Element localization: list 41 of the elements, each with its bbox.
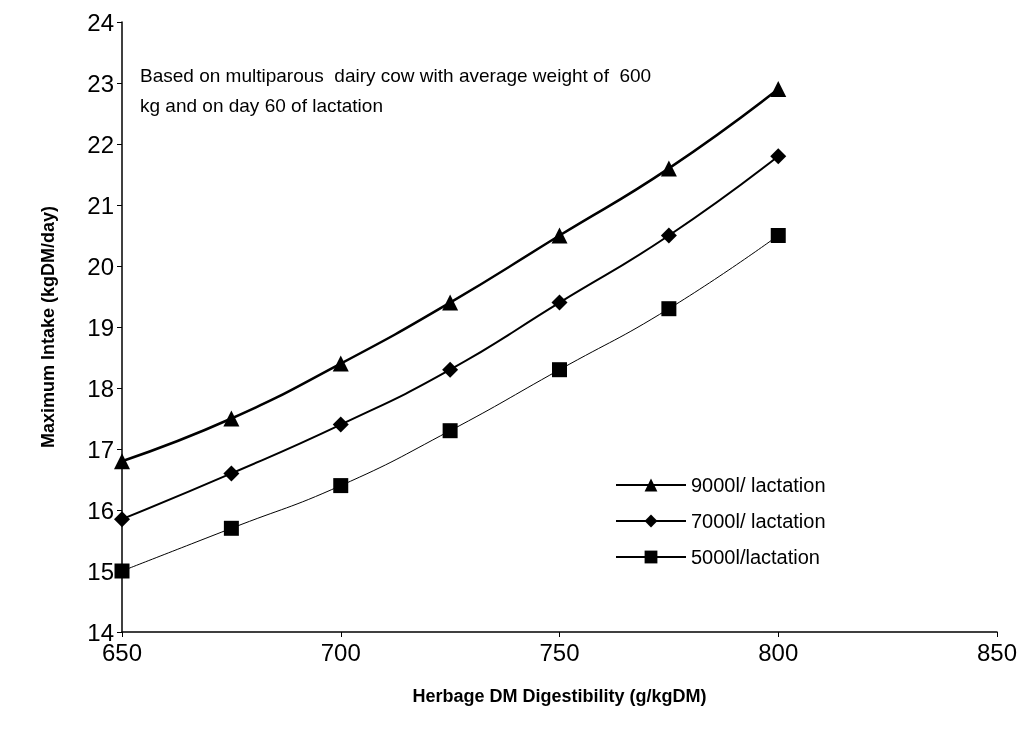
annotation: Based on multiparous dairy cow with average weight of 600 kg and on day 60 of lactation — [140, 64, 652, 116]
x-axis-title: Herbage DM Digestibility (g/kgDM) — [412, 686, 707, 706]
point — [332, 416, 349, 433]
x-tick-label: 750 — [539, 638, 580, 666]
y-tick-label: 18 — [87, 374, 114, 402]
point — [660, 227, 677, 244]
point — [223, 520, 239, 536]
y-tick-label: 15 — [87, 557, 114, 585]
point — [223, 465, 240, 482]
y-tick-label: 19 — [87, 313, 114, 341]
legend-label: 5000l/lactation — [691, 546, 820, 568]
point — [223, 410, 240, 427]
x-tick-label: 850 — [976, 638, 1018, 666]
point — [442, 423, 458, 439]
y-tick-label: 16 — [87, 496, 114, 524]
point — [332, 355, 349, 372]
point — [442, 294, 459, 311]
point — [114, 511, 130, 528]
y-tick-label: 22 — [87, 130, 114, 158]
point — [770, 228, 786, 243]
legend-label: 9000l/ lactation — [691, 474, 826, 496]
y-axis-title: Maximum Intake (kgDM/day) — [38, 205, 58, 449]
y-tick-label: 21 — [87, 191, 114, 219]
point — [114, 563, 130, 579]
x-tick-label: 700 — [320, 638, 361, 666]
legend-label: 7000l/ lactation — [691, 510, 826, 532]
y-tick-label: 23 — [87, 69, 114, 97]
point — [333, 478, 349, 494]
point — [770, 148, 787, 165]
point — [442, 361, 459, 378]
x-tick-label: 800 — [758, 638, 799, 666]
point — [551, 294, 568, 311]
point — [770, 81, 787, 98]
point — [661, 301, 677, 317]
y-tick-label: 24 — [87, 8, 114, 36]
y-tick-label: 20 — [87, 252, 114, 280]
point — [660, 160, 677, 177]
point — [551, 227, 568, 244]
point — [552, 362, 567, 378]
point — [114, 453, 130, 470]
y-tick-label: 17 — [87, 435, 114, 463]
